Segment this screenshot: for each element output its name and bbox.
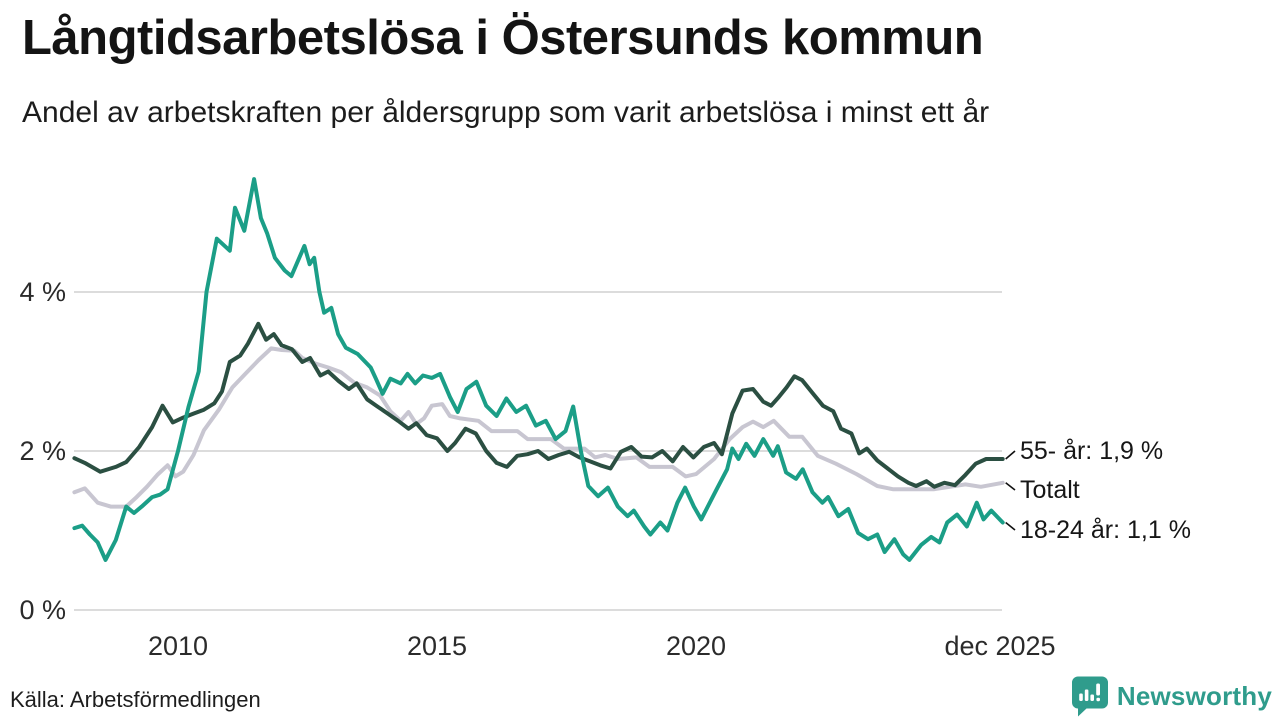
newsworthy-wordmark: Newsworthy [1116,681,1272,711]
y-tick-4: 4 % [19,277,66,307]
newsworthy-logo: Newsworthy [1071,676,1272,717]
series-label-18-24: 18-24 år: 1,1 % [1020,516,1191,544]
logo-bars [1079,683,1100,702]
chart-subtitle: Andel av arbetskraften per åldersgrupp s… [22,96,990,129]
source-credit: Källa: Arbetsförmedlingen [10,687,261,712]
x-tick-2015: 2015 [406,631,468,661]
y-tick-2: 2 % [19,436,66,466]
page-title: Långtidsarbetslösa i Östersunds kommun [22,11,984,65]
x-tick-2020: 2020 [665,631,727,661]
newsworthy-logo-icon [1071,676,1108,717]
x-tick-dec-2025: dec 2025 [944,631,1056,661]
y-tick-0: 0 % [19,595,66,625]
series-label-55: 55- år: 1,9 % [1020,437,1164,465]
x-tick-2010: 2010 [147,631,209,661]
series-label-totalt: Totalt [1020,476,1080,504]
